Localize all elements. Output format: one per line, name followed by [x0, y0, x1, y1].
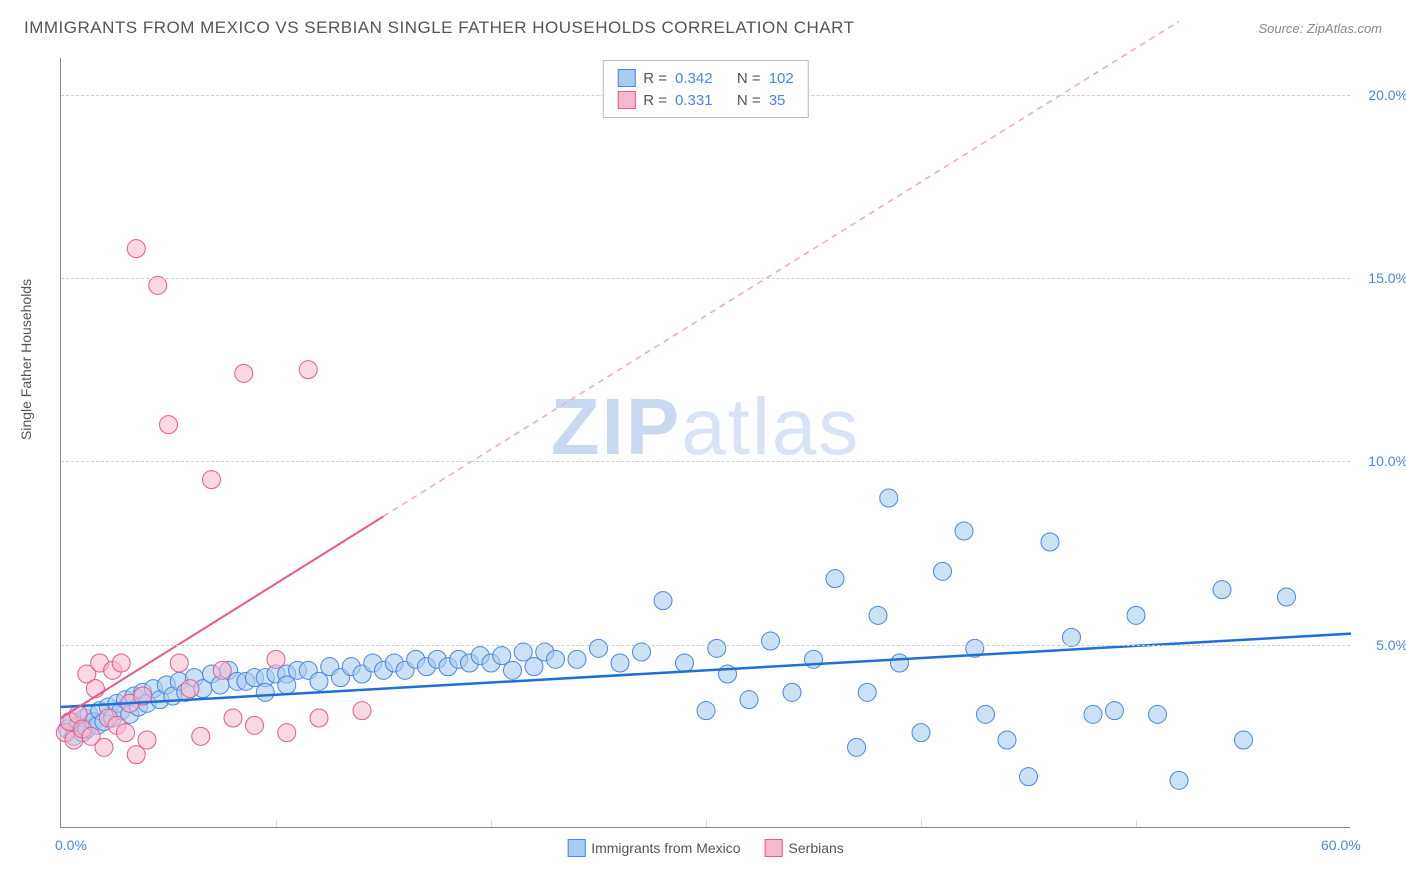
x-minor-tick: [491, 820, 492, 827]
data-point: [127, 240, 145, 258]
legend-label-0: Immigrants from Mexico: [591, 840, 740, 856]
data-point: [590, 639, 608, 657]
data-point: [740, 691, 758, 709]
data-point: [310, 709, 328, 727]
stats-row-1: R = 0.331 N = 35: [617, 89, 793, 111]
legend-swatch-0: [567, 839, 585, 857]
data-point: [955, 522, 973, 540]
stats-swatch-0: [617, 69, 635, 87]
data-point: [1278, 588, 1296, 606]
data-point: [708, 639, 726, 657]
data-point: [1213, 581, 1231, 599]
data-point: [934, 562, 952, 580]
stats-n-label-1: N =: [737, 92, 761, 109]
data-point: [203, 471, 221, 489]
stats-r-val-1: 0.331: [675, 92, 713, 109]
data-point: [858, 683, 876, 701]
data-point: [504, 661, 522, 679]
data-point: [633, 643, 651, 661]
data-point: [654, 592, 672, 610]
data-point: [891, 654, 909, 672]
plot-area: ZIPatlas R = 0.342 N = 102 R = 0.331 N =…: [60, 58, 1350, 828]
stats-r-label-1: R =: [643, 92, 667, 109]
data-point: [611, 654, 629, 672]
x-minor-tick: [1136, 820, 1137, 827]
data-point: [1020, 768, 1038, 786]
data-point: [149, 276, 167, 294]
data-point: [1063, 628, 1081, 646]
data-point: [117, 724, 135, 742]
data-point: [170, 654, 188, 672]
data-point: [783, 683, 801, 701]
data-point: [568, 650, 586, 668]
data-point: [86, 680, 104, 698]
grid-h: [61, 278, 1350, 279]
y-tick-label: 5.0%: [1376, 637, 1406, 653]
legend-label-1: Serbians: [789, 840, 844, 856]
data-point: [676, 654, 694, 672]
data-point: [762, 632, 780, 650]
stats-n-val-1: 35: [769, 92, 786, 109]
y-axis-label: Single Father Households: [18, 279, 34, 440]
data-point: [267, 650, 285, 668]
bottom-legend: Immigrants from Mexico Serbians: [567, 839, 844, 857]
data-point: [880, 489, 898, 507]
data-point: [826, 570, 844, 588]
data-point: [192, 727, 210, 745]
data-point: [160, 416, 178, 434]
chart-title: IMMIGRANTS FROM MEXICO VS SERBIAN SINGLE…: [24, 18, 855, 38]
data-point: [998, 731, 1016, 749]
data-point: [246, 716, 264, 734]
x-tick-label: 60.0%: [1321, 837, 1361, 853]
data-point: [278, 676, 296, 694]
stats-r-val-0: 0.342: [675, 70, 713, 87]
stats-n-label-0: N =: [737, 70, 761, 87]
source-label: Source: ZipAtlas.com: [1258, 21, 1382, 36]
data-point: [213, 661, 231, 679]
stats-r-label-0: R =: [643, 70, 667, 87]
data-point: [1127, 606, 1145, 624]
data-point: [181, 680, 199, 698]
data-point: [1106, 702, 1124, 720]
stats-row-0: R = 0.342 N = 102: [617, 67, 793, 89]
legend-item-0: Immigrants from Mexico: [567, 839, 740, 857]
x-tick-label: 0.0%: [55, 837, 87, 853]
data-point: [353, 702, 371, 720]
data-point: [869, 606, 887, 624]
data-point: [256, 683, 274, 701]
y-tick-label: 15.0%: [1368, 270, 1406, 286]
legend-item-1: Serbians: [765, 839, 844, 857]
data-point: [224, 709, 242, 727]
grid-h: [61, 645, 1350, 646]
data-point: [1041, 533, 1059, 551]
data-point: [1235, 731, 1253, 749]
data-point: [278, 724, 296, 742]
data-point: [1149, 705, 1167, 723]
data-point: [912, 724, 930, 742]
data-point: [95, 738, 113, 756]
grid-h: [61, 461, 1350, 462]
data-point: [848, 738, 866, 756]
y-tick-label: 10.0%: [1368, 453, 1406, 469]
stats-n-val-0: 102: [769, 70, 794, 87]
x-minor-tick: [706, 820, 707, 827]
data-point: [547, 650, 565, 668]
y-tick-label: 20.0%: [1368, 87, 1406, 103]
stats-legend: R = 0.342 N = 102 R = 0.331 N = 35: [602, 60, 808, 118]
data-point: [1084, 705, 1102, 723]
data-point: [112, 654, 130, 672]
data-point: [1170, 771, 1188, 789]
data-point: [299, 361, 317, 379]
data-point: [697, 702, 715, 720]
legend-swatch-1: [765, 839, 783, 857]
data-point: [977, 705, 995, 723]
data-point: [235, 364, 253, 382]
chart-svg: [61, 58, 1350, 827]
stats-swatch-1: [617, 91, 635, 109]
data-point: [138, 731, 156, 749]
x-minor-tick: [276, 820, 277, 827]
x-minor-tick: [921, 820, 922, 827]
